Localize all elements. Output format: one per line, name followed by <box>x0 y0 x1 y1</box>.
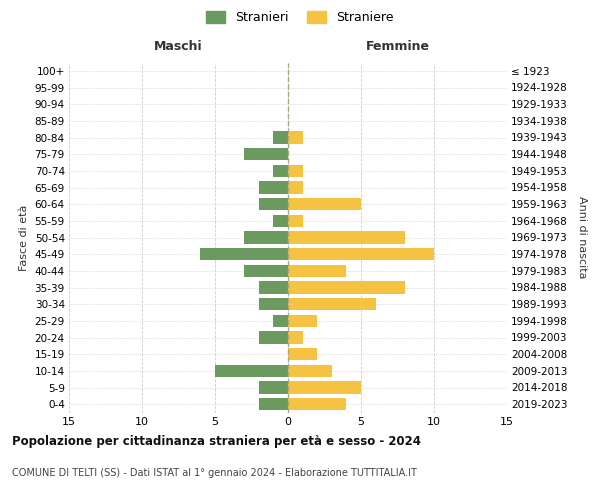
Bar <box>288 248 434 260</box>
Bar <box>288 364 332 377</box>
Bar <box>259 198 288 210</box>
Bar <box>288 281 405 293</box>
Bar <box>200 248 288 260</box>
Bar <box>288 331 302 344</box>
Bar <box>244 231 288 244</box>
Bar <box>259 281 288 293</box>
Bar <box>288 298 376 310</box>
Bar <box>274 314 288 327</box>
Bar <box>288 264 346 277</box>
Bar <box>288 131 302 144</box>
Bar <box>259 181 288 194</box>
Bar <box>259 398 288 410</box>
Bar <box>274 131 288 144</box>
Bar <box>244 264 288 277</box>
Bar <box>288 164 302 177</box>
Legend: Stranieri, Straniere: Stranieri, Straniere <box>202 6 398 29</box>
Bar <box>288 398 346 410</box>
Bar <box>274 164 288 177</box>
Bar <box>288 181 302 194</box>
Bar <box>288 314 317 327</box>
Bar <box>288 214 302 227</box>
Bar <box>259 331 288 344</box>
Text: Femmine: Femmine <box>365 40 430 52</box>
Bar <box>288 348 317 360</box>
Y-axis label: Fasce di età: Fasce di età <box>19 204 29 270</box>
Bar <box>274 214 288 227</box>
Bar <box>259 381 288 394</box>
Bar <box>288 381 361 394</box>
Text: Maschi: Maschi <box>154 40 203 52</box>
Bar <box>288 231 405 244</box>
Text: Popolazione per cittadinanza straniera per età e sesso - 2024: Popolazione per cittadinanza straniera p… <box>12 435 421 448</box>
Bar <box>244 148 288 160</box>
Text: COMUNE DI TELTI (SS) - Dati ISTAT al 1° gennaio 2024 - Elaborazione TUTTITALIA.I: COMUNE DI TELTI (SS) - Dati ISTAT al 1° … <box>12 468 417 477</box>
Bar <box>259 298 288 310</box>
Y-axis label: Anni di nascita: Anni di nascita <box>577 196 587 278</box>
Bar <box>288 198 361 210</box>
Bar <box>215 364 288 377</box>
